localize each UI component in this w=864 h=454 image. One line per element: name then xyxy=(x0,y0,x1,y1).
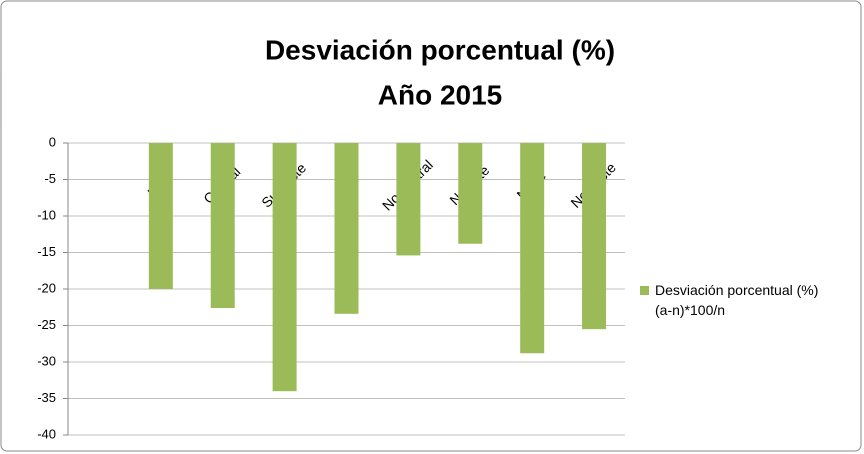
y-tick-label: -20 xyxy=(37,280,56,295)
y-tick-label: 0 xyxy=(49,134,56,149)
bar xyxy=(210,143,235,308)
y-tick-label: -5 xyxy=(44,171,56,186)
y-tick-label: -30 xyxy=(37,353,56,368)
bar xyxy=(458,143,483,244)
bar xyxy=(520,143,545,354)
y-tick-label: -35 xyxy=(37,390,56,405)
y-tick-label: -40 xyxy=(37,426,56,441)
chart-title: Desviación porcentual (%) xyxy=(265,34,615,65)
bar xyxy=(396,143,421,256)
bar xyxy=(582,143,607,330)
legend-label: Desviación porcentual (%) (a-n)*100/n xyxy=(655,282,819,318)
chart-subtitle: Año 2015 xyxy=(378,79,503,110)
legend-swatch xyxy=(640,286,649,295)
y-tick-label: -25 xyxy=(37,317,56,332)
legend: Desviación porcentual (%) (a-n)*100/n xyxy=(640,280,855,320)
bar xyxy=(272,143,297,392)
y-tick-label: -10 xyxy=(37,207,56,222)
bar xyxy=(334,143,359,314)
y-tick-label: -15 xyxy=(37,244,56,259)
bar xyxy=(148,143,173,289)
